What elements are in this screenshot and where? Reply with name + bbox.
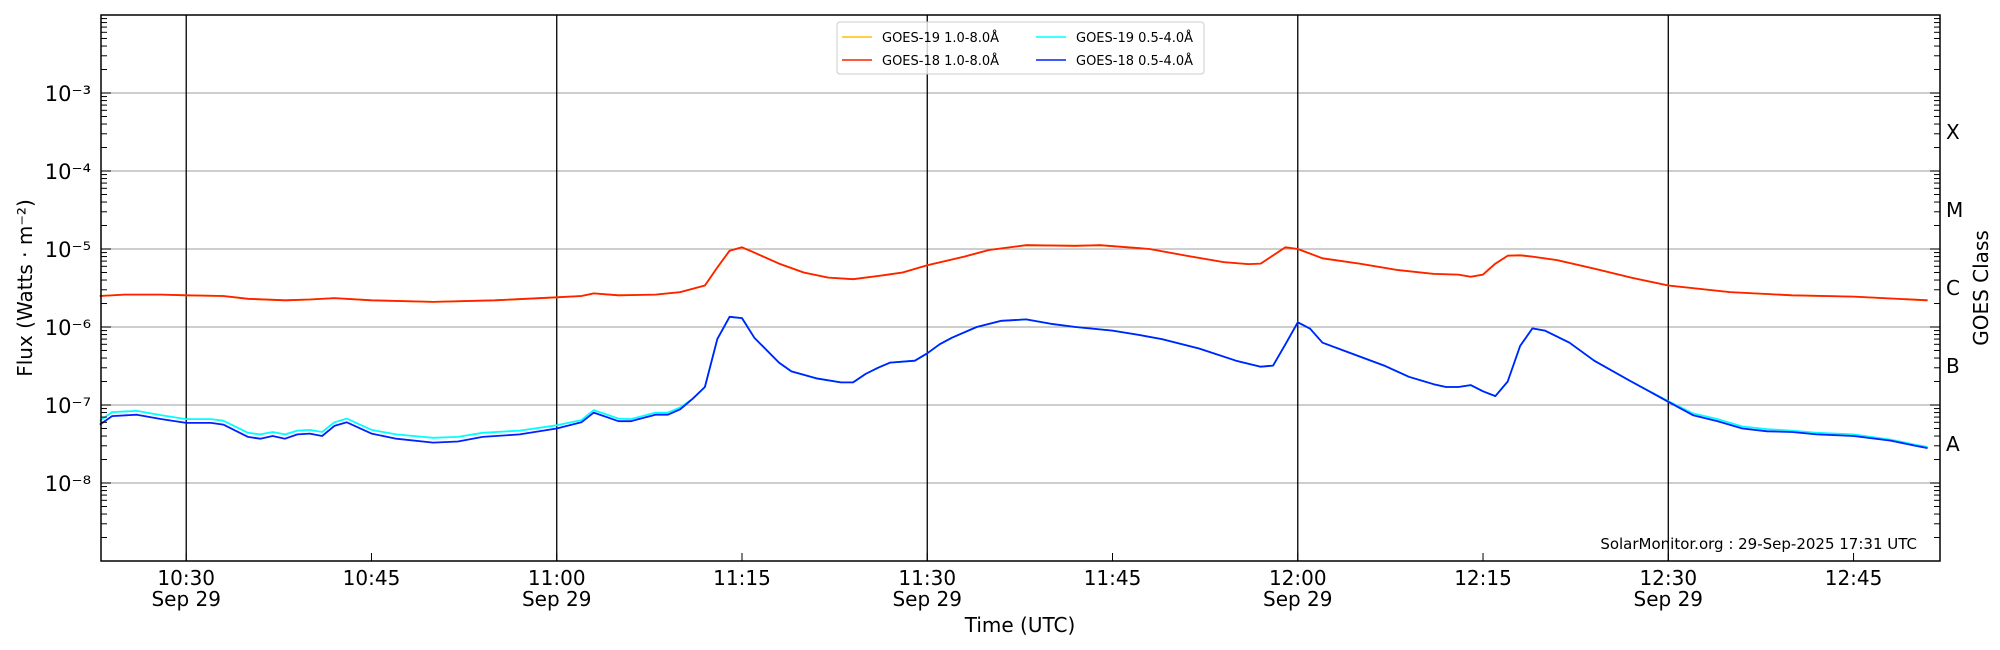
goes-class-label: M	[1946, 198, 1963, 222]
timestamp-annotation: SolarMonitor.org : 29-Sep-2025 17:31 UTC	[1600, 535, 1917, 553]
x-tick-label: 10:45	[343, 566, 401, 590]
x-tick-label: 11:45	[1084, 566, 1142, 590]
series-line-2	[99, 244, 1928, 303]
x-tick-label: 10:30	[157, 566, 215, 590]
goes-class-label: A	[1946, 432, 1960, 456]
x-tick-date-label: Sep 29	[892, 587, 962, 611]
x-tick-date-label: Sep 29	[522, 587, 592, 611]
goes-class-label: X	[1946, 120, 1960, 144]
x-tick-label: 12:00	[1269, 566, 1327, 590]
series-line-0	[99, 244, 1928, 303]
legend-label: GOES-18 0.5-4.0Å	[1076, 53, 1193, 69]
x-tick-label: 12:15	[1454, 566, 1512, 590]
y-tick-label: 10⁻⁴	[45, 160, 91, 184]
plot-frame	[100, 14, 1941, 562]
goes-class-axis-label: GOES Class	[1969, 230, 1993, 346]
y-tick-label: 10⁻⁷	[45, 394, 91, 418]
series-lines	[99, 244, 1928, 449]
y-tick-label: 10⁻³	[45, 82, 91, 106]
legend-label: GOES-19 0.5-4.0Å	[1076, 30, 1193, 46]
x-tick-label: 12:30	[1639, 566, 1697, 590]
day-markers	[185, 15, 1669, 561]
series-line-3	[99, 315, 1928, 449]
legend-box	[836, 21, 1205, 75]
y-tick-label: 10⁻⁶	[45, 316, 91, 340]
goes-class-label: C	[1946, 276, 1960, 300]
grid-lines	[101, 92, 1940, 484]
legend: GOES-19 1.0-8.0Å GOES-19 0.5-4.0Å GOES-18 …	[836, 21, 1205, 75]
x-tick-label: 12:45	[1825, 566, 1883, 590]
x-tick-date-label: Sep 29	[151, 587, 221, 611]
x-tick-date-label: Sep 29	[1263, 587, 1333, 611]
series-line-1	[99, 315, 1928, 448]
x-tick-label: 11:00	[528, 566, 586, 590]
legend-label: GOES-18 1.0-8.0Å	[882, 53, 999, 69]
y-tick-label: 10⁻⁸	[45, 472, 91, 496]
x-tick-label: 11:15	[713, 566, 771, 590]
y-axis-label: Flux (Watts · m⁻²)	[13, 199, 37, 377]
legend-label: GOES-19 1.0-8.0Å	[882, 30, 999, 46]
x-axis-label: Time (UTC)	[964, 613, 1076, 637]
x-tick-label: 11:30	[898, 566, 956, 590]
y-tick-label: 10⁻⁵	[45, 238, 91, 262]
goes-class-label: B	[1946, 354, 1960, 378]
x-tick-date-label: Sep 29	[1634, 587, 1704, 611]
